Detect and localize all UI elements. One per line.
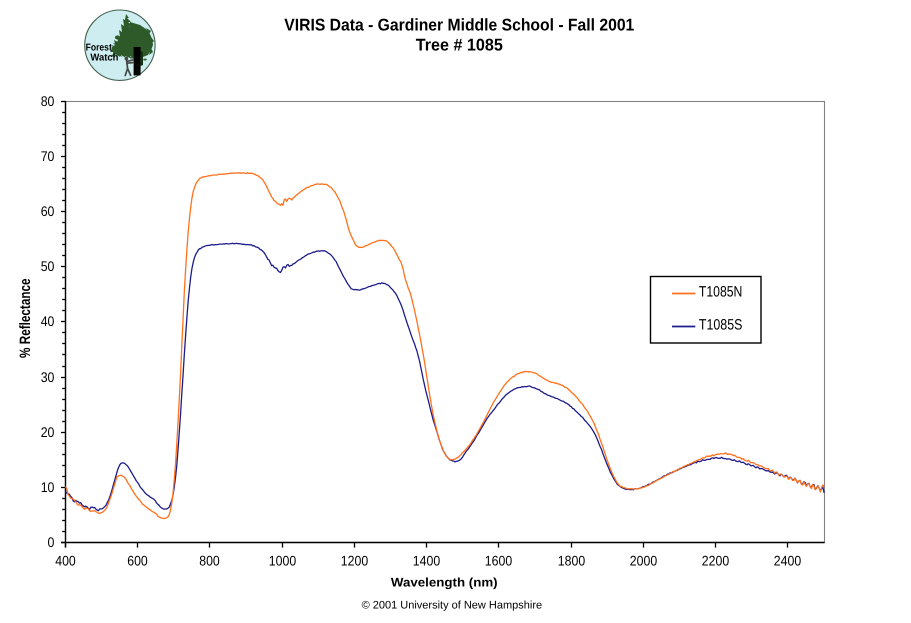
svg-text:1200: 1200 [341,552,369,568]
svg-text:Tree # 1085: Tree # 1085 [416,36,503,55]
svg-text:© 2001 University of New Hamps: © 2001 University of New Hampshire [362,600,543,612]
svg-text:20: 20 [41,424,55,440]
svg-text:% Reflectance: % Reflectance [17,278,34,358]
svg-text:VIRIS Data - Gardiner Middle S: VIRIS Data - Gardiner Middle School - Fa… [284,16,634,35]
svg-text:1600: 1600 [485,552,513,568]
svg-text:70: 70 [41,148,55,164]
svg-text:1000: 1000 [269,552,297,568]
svg-text:Watch: Watch [90,52,118,63]
svg-text:Wavelength (nm): Wavelength (nm) [391,576,498,590]
svg-text:30: 30 [41,369,55,385]
svg-text:2000: 2000 [630,552,658,568]
svg-text:800: 800 [199,552,220,568]
svg-text:50: 50 [41,258,55,274]
svg-text:10: 10 [41,479,55,495]
svg-text:T1085N: T1085N [699,284,743,301]
svg-text:600: 600 [127,552,148,568]
svg-text:40: 40 [41,313,55,329]
svg-text:400: 400 [55,552,76,568]
svg-text:2200: 2200 [702,552,730,568]
svg-text:2400: 2400 [774,552,802,568]
svg-text:1800: 1800 [558,552,586,568]
svg-text:80: 80 [41,93,55,109]
svg-text:1400: 1400 [413,552,441,568]
svg-text:0: 0 [48,534,55,550]
svg-text:Forest: Forest [86,43,113,54]
svg-text:60: 60 [41,203,55,219]
svg-text:T1085S: T1085S [699,317,743,334]
